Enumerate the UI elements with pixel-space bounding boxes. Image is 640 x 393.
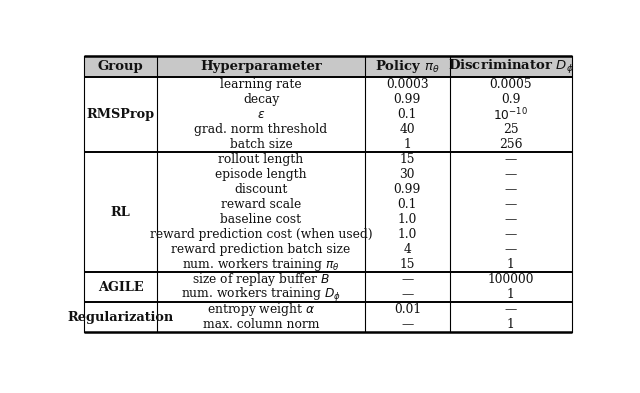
Text: 0.99: 0.99 [394,183,421,196]
Text: learning rate: learning rate [220,79,302,92]
Text: decay: decay [243,94,279,107]
Text: 0.0005: 0.0005 [490,79,532,92]
Text: 256: 256 [499,138,522,151]
Text: baseline cost: baseline cost [220,213,301,226]
Text: entropy weight $\alpha$: entropy weight $\alpha$ [207,301,315,318]
Text: 15: 15 [399,258,415,271]
Bar [84,317,572,332]
Text: 30: 30 [399,168,415,181]
Text: RL: RL [111,206,131,219]
Text: grad. norm threshold: grad. norm threshold [195,123,328,136]
Text: —: — [505,243,517,256]
Bar [84,152,572,167]
Text: 1: 1 [403,138,412,151]
Bar [84,257,572,272]
Bar [84,137,572,152]
Text: batch size: batch size [230,138,292,151]
Text: 15: 15 [399,153,415,166]
Bar [84,167,572,182]
Text: Regularization: Regularization [67,310,173,323]
Text: 0.01: 0.01 [394,303,421,316]
Text: 0.99: 0.99 [394,94,421,107]
Bar [84,227,572,242]
Text: 0.1: 0.1 [397,198,417,211]
Text: —: — [505,213,517,226]
Bar [84,302,572,317]
Text: Policy $\pi_\theta$: Policy $\pi_\theta$ [375,58,440,75]
Bar [84,77,572,92]
Text: rollout length: rollout length [218,153,303,166]
Bar [84,272,572,287]
Text: —: — [401,288,413,301]
Text: 1: 1 [507,258,515,271]
Text: 4: 4 [403,243,412,256]
Bar [84,92,572,107]
Bar [84,197,572,212]
Text: —: — [505,183,517,196]
Bar [84,56,572,77]
Text: $10^{-10}$: $10^{-10}$ [493,107,529,123]
Text: 1.0: 1.0 [397,228,417,241]
Text: 0.9: 0.9 [501,94,520,107]
Bar [84,182,572,197]
Bar [84,212,572,227]
Bar [84,287,572,302]
Text: —: — [505,168,517,181]
Text: size of replay buffer $B$: size of replay buffer $B$ [192,271,330,288]
Text: max. column norm: max. column norm [203,318,319,331]
Text: 25: 25 [503,123,518,136]
Text: $\epsilon$: $\epsilon$ [257,108,265,121]
Text: 100000: 100000 [488,273,534,286]
Text: —: — [505,228,517,241]
Text: reward prediction cost (when used): reward prediction cost (when used) [150,228,372,241]
Text: 1.0: 1.0 [397,213,417,226]
Text: 1: 1 [507,318,515,331]
Text: 1: 1 [507,288,515,301]
Text: num. workers training $\pi_\theta$: num. workers training $\pi_\theta$ [182,256,340,273]
Text: —: — [505,153,517,166]
Text: discount: discount [234,183,288,196]
Text: —: — [401,318,413,331]
Text: Discriminator $D_\phi$: Discriminator $D_\phi$ [448,57,573,75]
Text: 0.0003: 0.0003 [386,79,429,92]
Text: 40: 40 [399,123,415,136]
Text: —: — [505,198,517,211]
Text: 0.1: 0.1 [397,108,417,121]
Text: RMSProp: RMSProp [86,108,154,121]
Bar [84,242,572,257]
Bar [84,122,572,137]
Text: episode length: episode length [215,168,307,181]
Text: —: — [505,303,517,316]
Text: Hyperparameter: Hyperparameter [200,60,322,73]
Text: AGILE: AGILE [98,281,143,294]
Text: Group: Group [97,60,143,73]
Bar [84,107,572,122]
Text: reward scale: reward scale [221,198,301,211]
Text: —: — [401,273,413,286]
Text: num. workers training $D_\phi$: num. workers training $D_\phi$ [181,286,341,304]
Text: reward prediction batch size: reward prediction batch size [172,243,351,256]
